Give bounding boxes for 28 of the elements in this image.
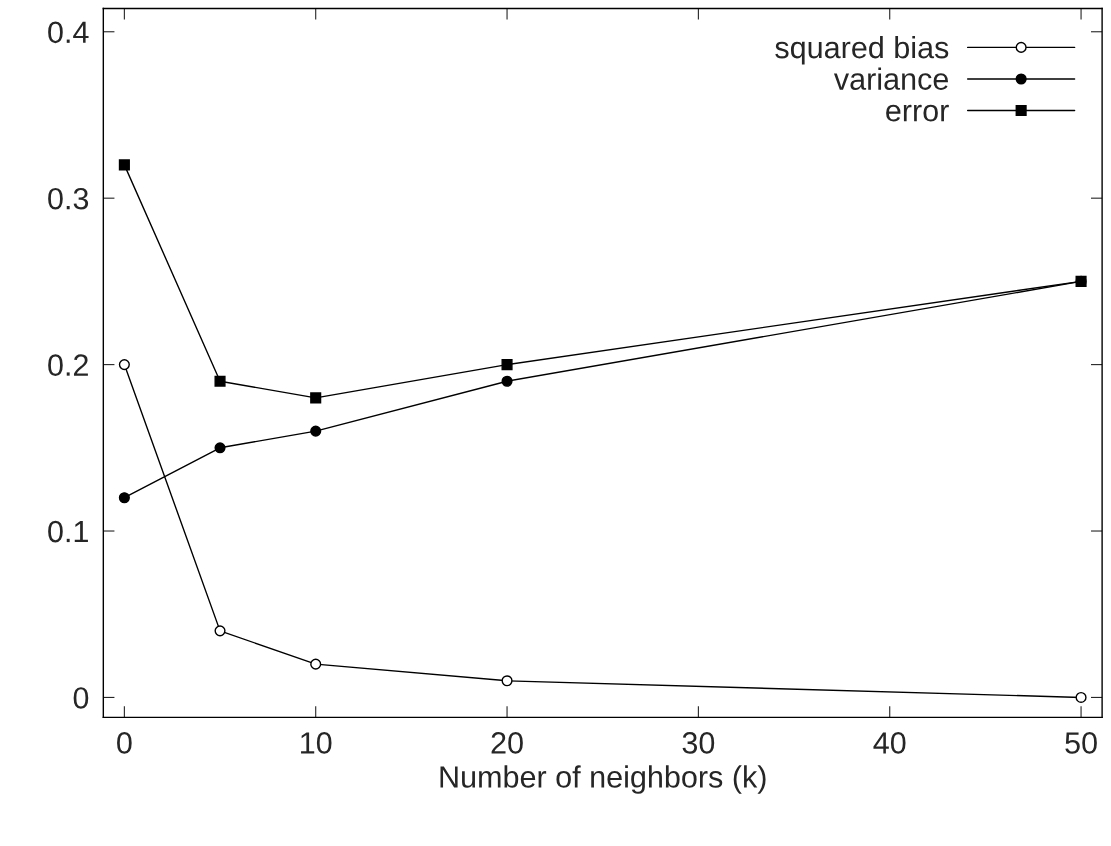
point — [310, 658, 322, 670]
point — [214, 375, 226, 387]
point — [214, 625, 226, 637]
point — [310, 392, 322, 404]
x-tick-label: 40 — [873, 732, 906, 754]
point — [501, 359, 513, 371]
y-tick-label: 0.4 — [48, 21, 89, 44]
y-tick-label: 0.3 — [48, 187, 89, 210]
point — [1075, 691, 1087, 703]
x-tick-label: 30 — [682, 732, 715, 754]
point — [118, 159, 130, 171]
x-tick-label: 50 — [1065, 732, 1097, 754]
point — [310, 425, 322, 437]
legend-label: error — [886, 104, 949, 122]
point — [501, 675, 513, 687]
point — [501, 375, 513, 387]
point — [118, 492, 130, 504]
point — [214, 442, 226, 454]
y-tick-label: 0 — [73, 687, 89, 709]
x-tick-label: 10 — [301, 732, 332, 754]
legend-label: squared bias — [775, 35, 949, 65]
point — [118, 359, 130, 371]
legend-label: variance — [833, 67, 948, 90]
x-tick-label: 0 — [117, 732, 132, 754]
y-tick-label: 0.2 — [48, 354, 88, 376]
x-tick-label: 20 — [491, 732, 523, 754]
x-axis-title: Number of neighbors (k) — [440, 765, 766, 794]
y-tick-label: 0.1 — [48, 520, 88, 543]
